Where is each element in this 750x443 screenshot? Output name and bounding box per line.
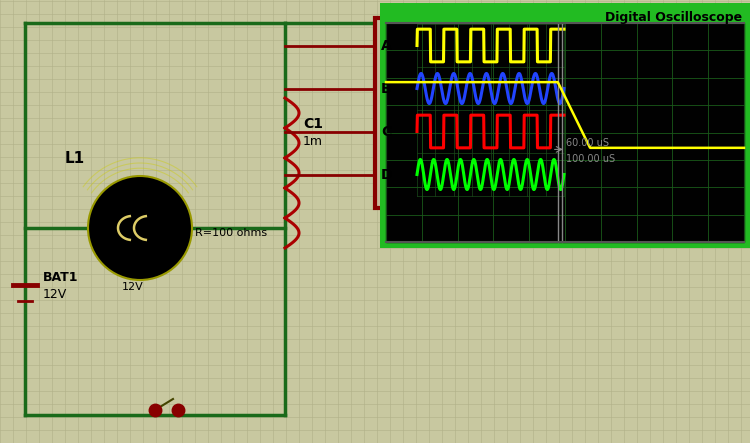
- Bar: [386, 23, 744, 242]
- Bar: [417, 24, 564, 196]
- Text: C: C: [381, 124, 392, 139]
- Text: 12V: 12V: [43, 288, 68, 301]
- Bar: [375, 18, 570, 208]
- Text: Digital Oscilloscope: Digital Oscilloscope: [604, 11, 742, 24]
- Text: 12V: 12V: [122, 282, 144, 292]
- Text: D: D: [381, 167, 392, 182]
- Text: 1m: 1m: [303, 135, 323, 148]
- Bar: [380, 3, 750, 248]
- Text: A: A: [381, 39, 392, 53]
- Text: L1: L1: [65, 151, 85, 166]
- Text: B: B: [381, 82, 392, 96]
- Text: 100.00 uS: 100.00 uS: [566, 155, 615, 164]
- Text: 60.00 uS: 60.00 uS: [566, 138, 609, 148]
- Ellipse shape: [88, 176, 192, 280]
- Text: C1: C1: [303, 117, 323, 131]
- Text: R=100 ohms: R=100 ohms: [195, 228, 267, 238]
- Text: BAT1: BAT1: [43, 271, 79, 284]
